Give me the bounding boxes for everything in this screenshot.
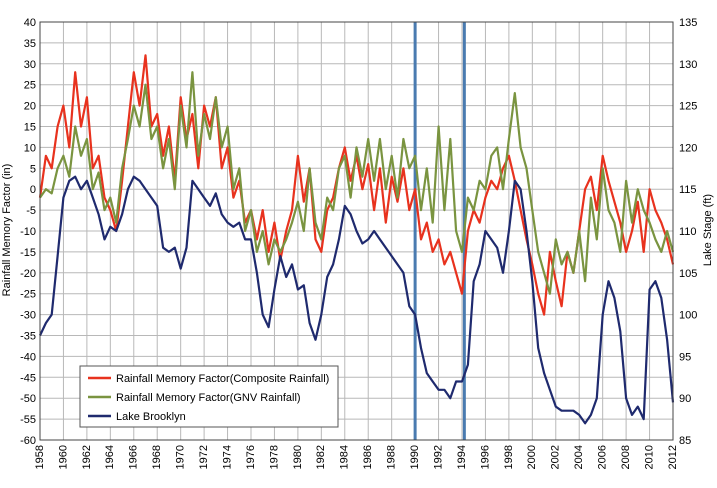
y-right-tick-label-95: 95 [679,351,691,363]
y-left-tick-label-35: 35 [24,38,36,50]
y-left-tick-label--35: -35 [20,331,36,343]
y-axis-right-title: Lake Stage (ft) [702,194,714,266]
y-left-tick-label--50: -50 [20,393,36,405]
x-tick-label-1974: 1974 [221,445,233,469]
y-left-tick-label--40: -40 [20,351,36,363]
x-tick-label-1996: 1996 [479,445,491,469]
y-left-tick-label--60: -60 [20,435,36,447]
y-axis-left-title: Rainfall Memory Factor (in) [1,164,13,297]
y-left-tick-label--55: -55 [20,414,36,426]
legend-box [79,365,339,428]
x-tick-label-1984: 1984 [339,445,351,469]
x-tick-label-1960: 1960 [57,445,69,469]
x-tick-label-2002: 2002 [550,445,562,469]
y-left-tick-label--5: -5 [26,205,36,217]
y-left-tick-label-40: 40 [24,17,36,29]
axis-frame [39,21,674,441]
y-right-tick-label-120: 120 [679,142,697,154]
y-left-tick-label-20: 20 [24,101,36,113]
x-tick-label-2006: 2006 [597,445,609,469]
y-right-tick-label-85: 85 [679,435,691,447]
x-tick-label-1968: 1968 [151,445,163,469]
legend-label-composite: Rainfall Memory Factor(Composite Rainfal… [116,373,329,385]
x-tick-label-1992: 1992 [432,445,444,469]
x-tick-label-2008: 2008 [620,445,632,469]
x-tick-label-1972: 1972 [198,445,210,469]
plot-border [39,21,674,441]
x-tick-label-1998: 1998 [503,445,515,469]
legend-label-lake: Lake Brooklyn [116,411,186,423]
y-right-tick-label-115: 115 [679,184,697,196]
y-right-tick-label-100: 100 [679,310,697,322]
y-left-tick-label-15: 15 [24,122,36,134]
y-left-tick-label-25: 25 [24,80,36,92]
x-tick-label-1982: 1982 [315,445,327,469]
y-left-tick-label--10: -10 [20,226,36,238]
x-tick-label-1994: 1994 [456,445,468,469]
y-left-tick-label-5: 5 [30,163,36,175]
y-left-tick-label-10: 10 [24,142,36,154]
x-tick-label-1988: 1988 [386,445,398,469]
y-right-tick-label-110: 110 [679,226,697,238]
y-left-tick-label-30: 30 [24,59,36,71]
x-tick-label-1970: 1970 [175,445,187,469]
series-line-gnv-rainfall [39,71,675,295]
y-left-tick-label--25: -25 [20,289,36,301]
series-line-lake-brooklyn [39,175,675,425]
series-lines [38,54,675,425]
y-right-tick-label-105: 105 [679,268,697,280]
y-right-tick-label-90: 90 [679,393,691,405]
x-tick-label-2004: 2004 [573,445,585,469]
y-right-tick-label-135: 135 [679,17,697,29]
y-left-tick-label--30: -30 [20,310,36,322]
y-left-tick-label--45: -45 [20,372,36,384]
x-tick-label-1958: 1958 [34,445,46,469]
x-tick-label-1966: 1966 [128,445,140,469]
x-tick-label-1964: 1964 [104,445,116,469]
y-right-tick-label-130: 130 [679,59,697,71]
x-tick-label-2010: 2010 [643,445,655,469]
x-tick-label-2012: 2012 [667,445,679,469]
x-tick-label-2000: 2000 [526,445,538,469]
y-right-tick-label-125: 125 [679,101,697,113]
x-tick-label-1976: 1976 [245,445,257,469]
y-left-tick-label--15: -15 [20,247,36,259]
x-tick-label-1990: 1990 [409,445,421,469]
legend: Rainfall Memory Factor(Composite Rainfal… [79,365,339,428]
x-tick-label-1986: 1986 [362,445,374,469]
y-left-tick-label--20: -20 [20,268,36,280]
x-tick-label-1978: 1978 [268,445,280,469]
tick-labels: 1958 1960 1962 1964 1966 1968 1970 1972 1974 1976… [20,17,697,469]
x-tick-label-1980: 1980 [292,445,304,469]
y-left-tick-label-0: 0 [30,184,36,196]
legend-label-gnv: Rainfall Memory Factor(GNV Rainfall) [116,392,301,404]
x-tick-label-1962: 1962 [81,445,93,469]
